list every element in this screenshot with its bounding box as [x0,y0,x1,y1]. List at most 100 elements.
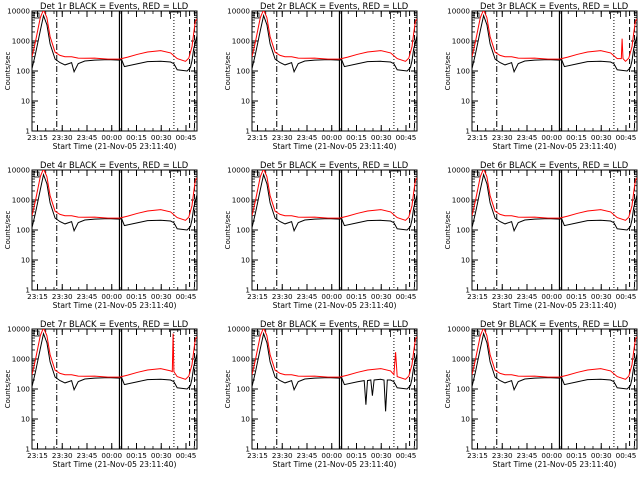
y-tick-label: 100 [236,226,250,235]
y-tick-label: 10000 [227,166,250,175]
x-tick-label: 23:15 [467,451,488,460]
y-axis-label: Counts/sec [444,211,452,250]
panel-title: Det 1r BLACK = Events, RED = LLD [40,1,188,11]
interval-bracket [170,170,181,178]
x-tick-label: 00:15 [566,292,587,301]
x-tick-label: 23:30 [492,292,513,301]
y-tick-label: 10 [241,256,251,265]
y-axis-label: Counts/sec [4,211,12,250]
interval-bracket [390,11,401,19]
corner-marker [33,330,40,337]
interval-bracket [610,170,621,178]
x-tick-label: 23:45 [517,133,538,142]
y-tick-label: 10000 [7,325,30,334]
interval-bracket [390,329,401,337]
x-tick-label: 00:45 [396,133,417,142]
x-tick-label: 23:15 [247,451,268,460]
x-tick-label: 00:00 [541,451,562,460]
y-tick-label: 1 [245,286,250,295]
x-axis-label: Start Time (21-Nov-05 23:11:40) [273,460,397,469]
x-tick-label: 23:45 [77,292,98,301]
x-tick-label: 00:30 [371,133,392,142]
x-tick-label: 00:15 [566,133,587,142]
x-tick-label: 00:45 [396,451,417,460]
events-series-line [252,331,417,412]
x-tick-label: 00:30 [151,451,172,460]
panel-det-8: Det 8r BLACK = Events, RED = LLD 1 10 100 10… [224,319,418,469]
panel-det-6: Det 6r BLACK = Events, RED = LLD 1 10 100 10… [444,160,638,310]
y-tick-label: 1 [465,445,470,454]
panel-det-2: Det 2r BLACK = Events, RED = LLD 1 10 100 10… [224,1,418,151]
x-tick-label: 00:15 [346,133,367,142]
interval-bracket [390,170,401,178]
x-tick-label: 23:45 [297,292,318,301]
x-axis-label: Start Time (21-Nov-05 23:11:40) [493,301,617,310]
panel-title: Det 9r BLACK = Events, RED = LLD [480,319,628,329]
y-tick-label: 1 [465,127,470,136]
x-tick-label: 23:30 [52,292,73,301]
y-tick-label: 10 [241,415,251,424]
events-series-line [32,331,197,392]
corner-marker [253,12,260,19]
x-tick-label: 23:15 [247,292,268,301]
x-tick-label: 00:30 [371,451,392,460]
y-tick-label: 100 [236,385,250,394]
corner-marker [253,330,260,337]
y-tick-label: 1 [25,286,30,295]
y-tick-label: 100 [456,67,470,76]
x-axis-label: Start Time (21-Nov-05 23:11:40) [493,142,617,151]
x-tick-label: 00:00 [321,451,342,460]
y-tick-label: 10000 [447,7,470,16]
x-tick-label: 00:45 [396,292,417,301]
events-series-line [252,172,417,233]
x-tick-label: 00:15 [346,292,367,301]
events-series-line [472,172,637,233]
x-tick-label: 23:45 [77,133,98,142]
x-tick-label: 23:45 [517,451,538,460]
x-tick-label: 23:30 [52,451,73,460]
x-tick-label: 23:30 [272,133,293,142]
y-tick-label: 10000 [227,325,250,334]
y-tick-label: 1 [25,127,30,136]
lld-series-line [32,170,197,221]
panel-det-4: Det 4r BLACK = Events, RED = LLD 1 10 100 10… [4,160,198,310]
y-axis-label: Counts/sec [4,52,12,91]
lld-series-line [32,11,197,62]
x-tick-label: 23:15 [467,133,488,142]
corner-marker [473,171,480,178]
y-tick-label: 100 [16,226,30,235]
x-tick-label: 00:00 [541,133,562,142]
x-tick-label: 00:15 [126,133,147,142]
interval-bracket [610,329,621,337]
x-tick-label: 23:30 [492,133,513,142]
panel-det-5: Det 5r BLACK = Events, RED = LLD 1 10 100 10… [224,160,418,310]
y-axis-label: Counts/sec [4,370,12,409]
interval-bracket [610,11,621,19]
panel-title: Det 4r BLACK = Events, RED = LLD [40,160,188,170]
x-tick-label: 00:45 [176,451,197,460]
x-tick-label: 23:30 [272,451,293,460]
panel-title: Det 8r BLACK = Events, RED = LLD [260,319,408,329]
y-tick-label: 10000 [447,166,470,175]
y-tick-label: 10 [21,256,31,265]
x-tick-label: 00:00 [321,292,342,301]
y-tick-label: 1000 [12,196,31,205]
panel-det-3: Det 3r BLACK = Events, RED = LLD 1 10 100 10… [444,1,638,151]
corner-marker [473,330,480,337]
corner-marker [473,12,480,19]
y-tick-label: 10000 [7,166,30,175]
x-tick-label: 00:30 [371,292,392,301]
y-axis-label: Counts/sec [224,211,232,250]
panel-title: Det 2r BLACK = Events, RED = LLD [260,1,408,11]
x-tick-label: 23:15 [247,133,268,142]
x-tick-label: 00:45 [616,451,637,460]
y-tick-label: 100 [16,67,30,76]
y-tick-label: 1 [245,127,250,136]
y-tick-label: 10000 [227,7,250,16]
x-tick-label: 00:30 [591,451,612,460]
x-tick-label: 23:30 [52,133,73,142]
y-tick-label: 1000 [232,196,251,205]
x-tick-label: 00:15 [566,451,587,460]
x-tick-label: 00:00 [321,133,342,142]
panel-det-7: Det 7r BLACK = Events, RED = LLD 1 10 100 10… [4,319,198,469]
